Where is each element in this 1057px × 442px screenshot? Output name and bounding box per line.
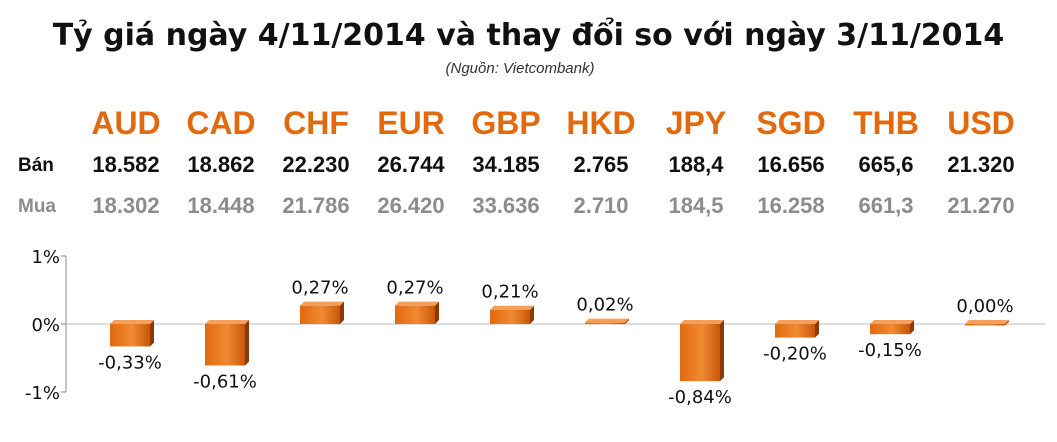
y-tick-label: -1% [25,383,60,404]
bar-top-face [585,318,629,323]
source-note: (Nguồn: Vietcombank) [445,60,595,77]
bar-side-face [910,320,914,335]
bar-top-face [870,320,914,324]
currency-usd: USD [947,105,1015,141]
chart-title: Tỷ giá ngày 4/11/2014 và thay đổi so với… [52,18,1005,53]
rates-table: Bán Mua AUD CAD CHF EUR GBP HKD JPY SGD … [0,100,1057,230]
sell-rate-cad: 18.862 [187,152,255,177]
sell-rate-aud: 18.582 [92,152,160,177]
sell-rate-eur: 26.744 [377,152,445,177]
currency-thb: THB [853,105,919,141]
bar-jpy [680,324,720,382]
bar-side-face [340,301,344,324]
buy-rate-jpy: 184,5 [668,193,724,218]
buy-row-label: Mua [18,196,56,217]
y-tick-label: 0% [31,315,60,336]
bar-top-face [395,301,439,306]
data-label-sgd: -0,20% [763,344,827,365]
data-label-chf: 0,27% [291,278,348,299]
sell-rate-gbp: 34.185 [472,152,540,177]
currency-gbp: GBP [471,105,541,141]
currency-sgd: SGD [756,105,826,141]
sell-rate-hkd: 2.765 [573,152,629,177]
sell-rate-chf: 22.230 [282,152,350,177]
buy-rate-aud: 18.302 [92,193,160,218]
buy-rate-sgd: 16.258 [757,193,825,218]
buy-rate-gbp: 33.636 [472,193,540,218]
bar-side-face [720,320,724,382]
sell-rate-jpy: 188,4 [668,152,724,177]
bar-top-face [965,320,1009,324]
sell-rate-thb: 665,6 [858,152,914,177]
currency-chf: CHF [283,105,349,141]
bar-top-face [680,320,724,324]
data-label-thb: -0,15% [858,340,922,361]
bar-side-face [625,318,629,325]
bar-sgd [775,324,815,338]
bar-top-face [490,305,534,310]
bar-cad [205,324,245,366]
buy-rate-usd: 21.270 [947,193,1015,218]
currency-eur: EUR [377,105,445,141]
data-label-aud: -0,33% [98,352,162,373]
bar-top-face [300,301,344,306]
buy-rate-cad: 18.448 [187,193,255,218]
data-label-usd: 0,00% [956,296,1013,317]
bar-eur [395,305,435,324]
bar-side-face [245,320,249,366]
currency-aud: AUD [91,105,161,141]
buy-rate-hkd: 2.710 [573,193,629,218]
data-label-gbp: 0,21% [481,282,538,303]
currency-cad: CAD [186,105,256,141]
bar-side-face [150,320,154,347]
sell-rate-usd: 21.320 [947,152,1015,177]
bar-hkd [585,322,625,325]
bar-top-face [110,320,154,324]
bar-side-face [1005,320,1009,326]
bar-side-face [435,301,439,324]
bar-top-face [205,320,249,324]
bar-aud [110,324,150,347]
data-label-jpy: -0,84% [668,387,732,408]
currency-jpy: JPY [665,105,727,141]
bar-side-face [530,305,534,324]
data-label-eur: 0,27% [386,278,443,299]
buy-rate-eur: 26.420 [377,193,445,218]
y-tick-label: 1% [31,247,60,268]
data-label-cad: -0,61% [193,371,257,392]
sell-row-label: Bán [18,155,54,176]
bar-gbp [490,309,530,324]
bar-chf [300,305,340,324]
bar-usd [965,324,1005,326]
bar-top-face [775,320,819,324]
bar-side-face [815,320,819,338]
buy-rate-chf: 21.786 [282,193,350,218]
data-label-hkd: 0,02% [576,295,633,316]
sell-rate-sgd: 16.656 [757,152,825,177]
buy-rate-thb: 661,3 [858,193,914,218]
bar-thb [870,324,910,335]
currency-hkd: HKD [566,105,636,141]
